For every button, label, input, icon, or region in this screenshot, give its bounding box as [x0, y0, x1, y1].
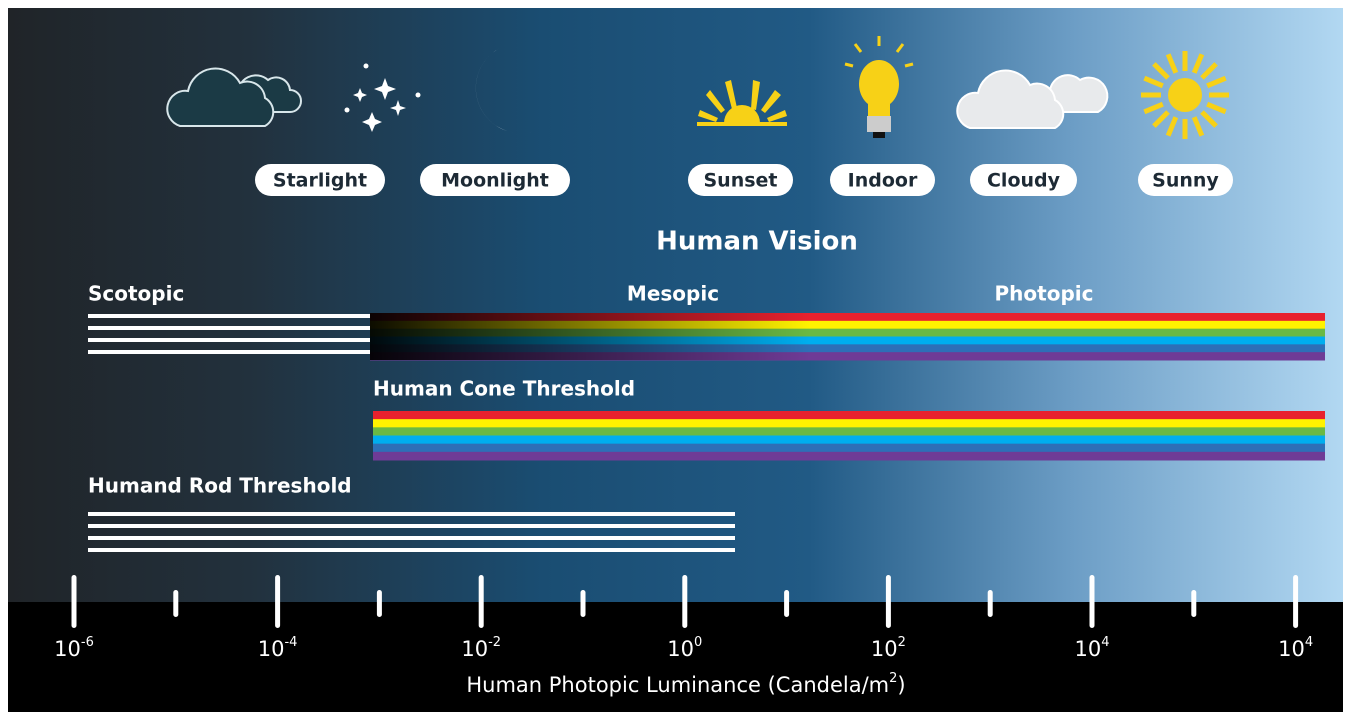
tick-exp: -4 — [284, 635, 297, 650]
tick-base: 10 — [461, 637, 488, 661]
sun-ray — [1165, 116, 1179, 137]
major-tick — [478, 575, 484, 628]
major-tick — [682, 575, 688, 628]
axis-title-text: Human Photopic Luminance (Candela/m — [466, 673, 889, 697]
rod-line — [88, 314, 370, 318]
tick-exp: 0 — [694, 635, 702, 650]
illumination-label: Starlight — [273, 170, 367, 192]
minor-tick — [580, 590, 586, 617]
axis-title-exp: 2 — [889, 671, 897, 686]
photopic-label: Photopic — [995, 282, 1094, 306]
sun-ray — [1200, 62, 1218, 80]
rainbow-stripe — [373, 443, 1325, 453]
bulb-icon — [844, 36, 914, 138]
tick-label: 10-6 — [54, 635, 94, 662]
major-tick — [1293, 575, 1299, 628]
tick-base: 10 — [258, 637, 285, 661]
minor-tick — [987, 590, 993, 617]
major-tick — [885, 575, 891, 628]
mesopic-label: Mesopic — [627, 282, 719, 306]
label-pill — [688, 164, 793, 196]
rainbow-stripe — [370, 320, 1325, 330]
rainbow-stripe — [373, 435, 1325, 445]
tick-base: 10 — [871, 637, 898, 661]
axis-title-end: ) — [897, 673, 905, 697]
sunset-icon — [697, 80, 787, 126]
rainbow-stripe — [370, 344, 1325, 353]
rainbow-stripe — [373, 411, 1325, 420]
cloud-icon — [956, 69, 1109, 129]
major-tick — [275, 575, 281, 628]
stars-icon — [344, 63, 421, 132]
label-pill — [830, 164, 935, 196]
sun-icon — [1141, 51, 1229, 139]
tick-label: 102 — [871, 635, 906, 662]
rod-line — [88, 548, 735, 552]
rod-line — [88, 536, 735, 540]
sun-ray — [1165, 53, 1179, 74]
rod-line — [88, 512, 735, 516]
tick-base: 10 — [1278, 637, 1305, 661]
tick-base: 10 — [1074, 637, 1101, 661]
tick-exp: -6 — [81, 635, 94, 650]
dark-cloud-icon — [166, 67, 302, 127]
sun-ray — [1152, 62, 1170, 80]
tick-base: 10 — [54, 637, 81, 661]
illumination-label: Sunset — [703, 170, 777, 192]
title: Human Vision — [656, 227, 858, 257]
sun-ray — [1143, 75, 1164, 89]
rod-line — [88, 326, 370, 330]
tick-label: 10-4 — [258, 635, 298, 662]
tick-exp: -2 — [488, 635, 501, 650]
label-pill — [970, 164, 1077, 196]
sun-ray — [1191, 116, 1205, 137]
label-pill — [420, 164, 570, 196]
sun-ray — [1206, 101, 1227, 115]
tick-label: 104 — [1278, 635, 1313, 662]
minor-tick — [784, 590, 790, 617]
illumination-label: Cloudy — [987, 170, 1061, 192]
illumination-label: Moonlight — [441, 170, 549, 192]
rainbow-stripe — [373, 451, 1325, 461]
sun-ray — [1143, 101, 1164, 115]
mesopic-fade — [370, 313, 810, 360]
major-tick — [1089, 575, 1095, 628]
scotopic-label: Scotopic — [88, 282, 184, 306]
tick-label: 100 — [667, 635, 702, 662]
rod-threshold-label: Humand Rod Threshold — [88, 474, 352, 498]
rainbow-stripe — [370, 336, 1325, 345]
illumination-label: Indoor — [848, 170, 918, 192]
rainbow-stripe — [370, 313, 1325, 322]
tick-label: 10-2 — [461, 635, 501, 662]
sun-ray — [1152, 110, 1170, 128]
major-tick — [71, 575, 77, 628]
rod-line — [88, 338, 370, 342]
minor-tick — [1191, 590, 1197, 617]
minor-tick — [376, 590, 382, 617]
illumination-label: Sunny — [1152, 170, 1219, 192]
tick-exp: 4 — [1101, 635, 1109, 650]
tick-exp: 4 — [1305, 635, 1313, 650]
sun-ray — [1200, 110, 1218, 128]
minor-tick — [173, 590, 179, 617]
rod-line — [88, 350, 370, 354]
label-pill — [255, 164, 385, 196]
tick-exp: 2 — [898, 635, 906, 650]
label-pill — [1138, 164, 1233, 196]
sun-ray — [1206, 75, 1227, 89]
rainbow-stripe — [370, 328, 1325, 337]
rainbow-stripe — [373, 419, 1325, 428]
cone-threshold-label: Human Cone Threshold — [373, 377, 635, 401]
rainbow-stripe — [370, 352, 1325, 361]
axis-title: Human Photopic Luminance (Candela/m2) — [466, 671, 905, 698]
axis-band — [8, 602, 1343, 712]
rainbow-stripe — [373, 427, 1325, 436]
sun-ray — [1191, 53, 1205, 74]
tick-label: 104 — [1074, 635, 1109, 662]
tick-base: 10 — [667, 637, 694, 661]
rod-line — [88, 524, 735, 528]
